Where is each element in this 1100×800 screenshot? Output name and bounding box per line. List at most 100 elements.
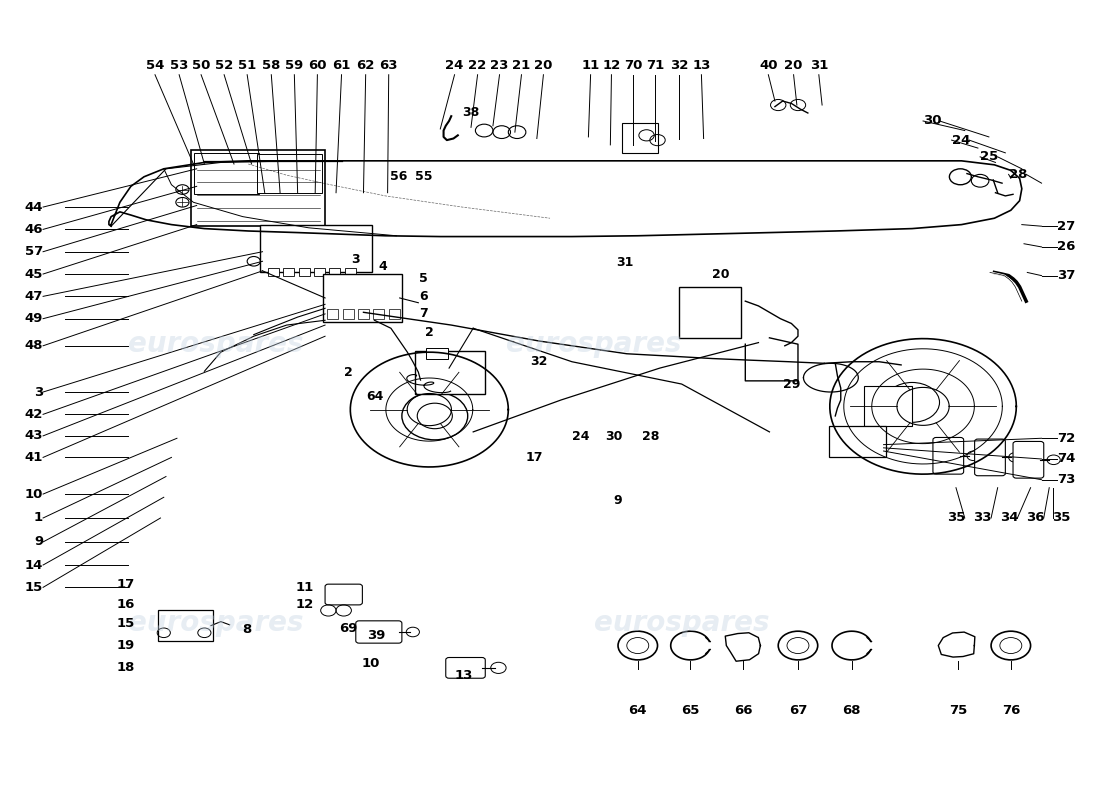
Text: 5: 5 <box>419 272 428 286</box>
FancyBboxPatch shape <box>261 225 372 273</box>
Text: 37: 37 <box>1057 269 1076 282</box>
Text: 17: 17 <box>117 578 135 591</box>
Text: 52: 52 <box>214 58 233 72</box>
Text: 17: 17 <box>526 451 543 464</box>
Text: 24: 24 <box>952 134 970 146</box>
Text: 31: 31 <box>810 58 828 72</box>
Text: 24: 24 <box>572 430 590 443</box>
Text: 1: 1 <box>34 511 43 525</box>
FancyBboxPatch shape <box>623 122 658 153</box>
Text: 70: 70 <box>624 58 642 72</box>
Text: 20: 20 <box>784 58 803 72</box>
Text: 63: 63 <box>379 58 398 72</box>
Text: 48: 48 <box>24 339 43 352</box>
Text: 67: 67 <box>789 705 807 718</box>
Text: 40: 40 <box>759 58 778 72</box>
Text: 15: 15 <box>117 617 135 630</box>
Text: 12: 12 <box>603 58 620 72</box>
FancyBboxPatch shape <box>415 351 485 394</box>
Text: 2: 2 <box>425 326 433 338</box>
FancyBboxPatch shape <box>330 269 340 277</box>
Text: 32: 32 <box>530 355 548 368</box>
Text: 33: 33 <box>974 511 992 525</box>
Text: 75: 75 <box>949 705 967 718</box>
Text: 12: 12 <box>296 598 315 611</box>
Text: 60: 60 <box>308 58 327 72</box>
FancyBboxPatch shape <box>326 584 362 605</box>
FancyBboxPatch shape <box>344 269 355 277</box>
FancyBboxPatch shape <box>426 348 448 359</box>
Text: 41: 41 <box>24 451 43 464</box>
Text: 4: 4 <box>378 259 387 273</box>
Text: 43: 43 <box>24 430 43 442</box>
FancyBboxPatch shape <box>342 309 353 318</box>
Text: 7: 7 <box>419 307 428 321</box>
Text: 72: 72 <box>1057 432 1075 445</box>
Text: 47: 47 <box>24 290 43 303</box>
Text: 26: 26 <box>1057 241 1076 254</box>
Text: 13: 13 <box>454 669 473 682</box>
Text: 45: 45 <box>24 267 43 281</box>
Text: 20: 20 <box>713 267 730 281</box>
Text: 53: 53 <box>170 58 188 72</box>
Text: 36: 36 <box>1026 511 1045 525</box>
Text: 76: 76 <box>1002 705 1020 718</box>
FancyBboxPatch shape <box>355 621 402 643</box>
Text: 3: 3 <box>34 386 43 398</box>
Text: 29: 29 <box>783 378 800 390</box>
Text: 11: 11 <box>582 58 600 72</box>
Text: 59: 59 <box>285 58 304 72</box>
FancyBboxPatch shape <box>864 386 912 426</box>
FancyBboxPatch shape <box>328 309 338 318</box>
Text: 9: 9 <box>614 494 623 507</box>
Text: 8: 8 <box>242 623 252 636</box>
Text: 39: 39 <box>367 629 385 642</box>
Text: 27: 27 <box>1057 220 1075 233</box>
Text: 35: 35 <box>947 511 966 525</box>
Text: 21: 21 <box>513 58 530 72</box>
Text: 11: 11 <box>296 581 315 594</box>
Text: 66: 66 <box>734 705 752 718</box>
Text: 64: 64 <box>628 705 647 718</box>
FancyBboxPatch shape <box>257 154 322 193</box>
Text: 32: 32 <box>670 58 689 72</box>
Text: 9: 9 <box>34 535 43 549</box>
Text: 46: 46 <box>24 223 43 236</box>
Text: 55: 55 <box>415 170 432 183</box>
Text: 61: 61 <box>332 58 351 72</box>
Text: 58: 58 <box>262 58 280 72</box>
Text: 50: 50 <box>191 58 210 72</box>
Text: 2: 2 <box>343 366 352 378</box>
FancyBboxPatch shape <box>358 309 368 318</box>
FancyBboxPatch shape <box>828 426 886 458</box>
Text: 62: 62 <box>356 58 375 72</box>
Text: 74: 74 <box>1057 453 1076 466</box>
Text: 23: 23 <box>491 58 508 72</box>
Text: 51: 51 <box>238 58 256 72</box>
Text: 54: 54 <box>146 58 164 72</box>
Text: 28: 28 <box>642 430 660 443</box>
Text: eurospares: eurospares <box>128 330 304 358</box>
Text: eurospares: eurospares <box>594 610 769 638</box>
Text: 13: 13 <box>692 58 711 72</box>
FancyBboxPatch shape <box>299 269 310 277</box>
Text: 30: 30 <box>923 114 942 127</box>
Text: 73: 73 <box>1057 474 1076 486</box>
Text: 38: 38 <box>462 106 480 119</box>
FancyBboxPatch shape <box>373 309 384 318</box>
FancyBboxPatch shape <box>158 610 213 641</box>
FancyBboxPatch shape <box>284 269 295 277</box>
Text: 25: 25 <box>980 150 999 163</box>
Text: 3: 3 <box>352 253 360 266</box>
Text: 16: 16 <box>117 598 135 610</box>
FancyBboxPatch shape <box>323 274 402 322</box>
Text: 34: 34 <box>1000 511 1019 525</box>
Text: 69: 69 <box>340 622 358 635</box>
FancyBboxPatch shape <box>191 150 326 226</box>
Text: 6: 6 <box>419 290 428 303</box>
Text: 20: 20 <box>535 58 552 72</box>
Text: eurospares: eurospares <box>506 330 682 358</box>
Text: 44: 44 <box>24 201 43 214</box>
Text: 42: 42 <box>24 408 43 421</box>
Text: 71: 71 <box>646 58 664 72</box>
